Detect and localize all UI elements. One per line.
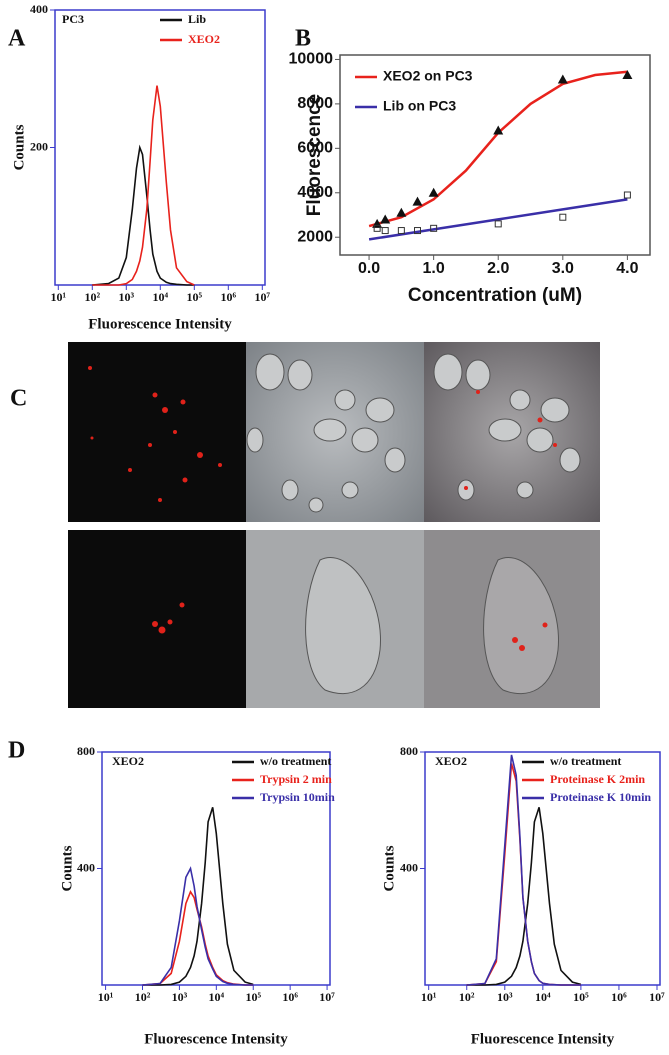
- x-tick-label: 10²: [459, 990, 475, 1004]
- data-point: [397, 227, 405, 235]
- annotation: XEO2: [112, 754, 144, 768]
- x-tick-label: 4.0: [616, 260, 638, 277]
- y-tick-label: 400: [400, 860, 418, 874]
- y-tick-label: 8000: [297, 95, 333, 112]
- merged-spots: [464, 390, 557, 651]
- plot-frame: [54, 9, 266, 286]
- fit-line: [368, 70, 628, 228]
- y-tick-label: 10000: [289, 51, 334, 68]
- legend-label: w/o treatment: [550, 754, 621, 768]
- x-axis-title: Fluorescence Intensity: [88, 316, 232, 332]
- annotation: XEO2: [435, 754, 467, 768]
- histogram-line: [466, 807, 582, 986]
- panel-letter: C: [10, 386, 27, 412]
- histogram-line: [142, 866, 254, 986]
- histogram-line: [466, 754, 581, 986]
- data-point: [622, 70, 633, 79]
- x-tick-label: 10⁴: [209, 990, 225, 1004]
- x-tick-label: 10⁷: [255, 290, 271, 304]
- annotation: PC3: [62, 12, 84, 26]
- y-tick-label: 800: [77, 744, 95, 758]
- x-tick-label: 3.0: [552, 260, 574, 277]
- y-tick-label: 400: [30, 2, 48, 16]
- x-tick-label: 10¹: [98, 990, 114, 1004]
- histogram-line: [92, 144, 195, 286]
- x-tick-label: 10³: [172, 990, 188, 1004]
- data-point: [381, 227, 389, 235]
- y-tick-label: 2000: [297, 228, 333, 245]
- legend-label: Trypsin 2 min: [260, 772, 332, 786]
- fluorescent-spots: [88, 366, 222, 634]
- data-point: [559, 213, 567, 221]
- x-tick-label: 10⁶: [221, 290, 237, 304]
- data-point: [380, 214, 391, 224]
- panel-letter: D: [8, 738, 25, 764]
- data-point: [414, 227, 421, 235]
- x-tick-label: 1.0: [423, 260, 445, 277]
- x-axis-title: Fluorescence Intensity: [144, 1031, 288, 1047]
- fit-line: [368, 198, 628, 241]
- data-point: [623, 191, 631, 199]
- y-tick-label: 400: [77, 860, 95, 874]
- data-point: [494, 220, 502, 228]
- histogram-line: [142, 807, 254, 986]
- x-tick-label: 2.0: [487, 260, 509, 277]
- x-tick-label: 10⁴: [152, 290, 168, 304]
- cells: [246, 353, 581, 695]
- legend-label: Proteinase K 10min: [550, 790, 651, 804]
- y-tick-label: 200: [30, 139, 48, 153]
- data-point: [373, 224, 381, 232]
- fluorescence-image: [68, 530, 246, 708]
- data-point: [430, 224, 438, 232]
- fluorescence-image: [68, 342, 246, 522]
- legend-label: Proteinase K 2min: [550, 772, 645, 786]
- legend-label: Lib on PC3: [383, 98, 456, 114]
- x-tick-label: 10²: [84, 290, 100, 304]
- x-tick-label: 10⁷: [649, 990, 665, 1004]
- x-tick-label: 10⁵: [245, 990, 261, 1004]
- panel-letter: B: [295, 26, 311, 52]
- histogram-line: [92, 85, 195, 286]
- x-tick-label: 10⁶: [611, 990, 627, 1004]
- y-tick-label: 6000: [297, 140, 333, 157]
- x-tick-label: 10³: [497, 990, 513, 1004]
- legend-label: XEO2: [188, 32, 220, 46]
- x-tick-label: 10⁶: [282, 990, 298, 1004]
- y-axis-title: Counts: [11, 124, 27, 170]
- data-point: [493, 125, 504, 135]
- y-axis-title: Counts: [381, 845, 397, 891]
- micrograph-grid: [68, 342, 600, 708]
- data-point: [428, 187, 439, 197]
- legend-label: XEO2 on PC3: [383, 68, 473, 84]
- x-tick-label: 10¹: [50, 290, 66, 304]
- plot-frame: [339, 54, 651, 256]
- x-axis-title: Fluorescence Intensity: [471, 1031, 615, 1047]
- x-tick-label: 10⁴: [535, 990, 551, 1004]
- plot-frame: [101, 751, 331, 986]
- data-point: [396, 207, 407, 217]
- panel-letter: A: [8, 26, 26, 52]
- plot-frame: [424, 751, 661, 986]
- x-tick-label: 10²: [135, 990, 151, 1004]
- y-tick-label: 800: [400, 744, 418, 758]
- y-axis-title: Counts: [59, 845, 75, 891]
- legend-label: w/o treatment: [260, 754, 331, 768]
- legend-label: Trypsin 10min: [260, 790, 335, 804]
- x-tick-label: 10⁵: [573, 990, 589, 1004]
- x-tick-label: 0.0: [358, 260, 380, 277]
- x-tick-label: 10⁷: [319, 990, 335, 1004]
- y-axis-title: Fluorescence: [304, 94, 325, 217]
- x-axis-title: Concentration (uM): [408, 285, 582, 306]
- x-tick-label: 10³: [118, 290, 134, 304]
- x-tick-label: 10⁵: [186, 290, 202, 304]
- y-tick-label: 4000: [297, 184, 333, 201]
- data-point: [412, 196, 423, 206]
- data-point: [557, 74, 568, 84]
- legend-label: Lib: [188, 12, 206, 26]
- x-tick-label: 10¹: [421, 990, 437, 1004]
